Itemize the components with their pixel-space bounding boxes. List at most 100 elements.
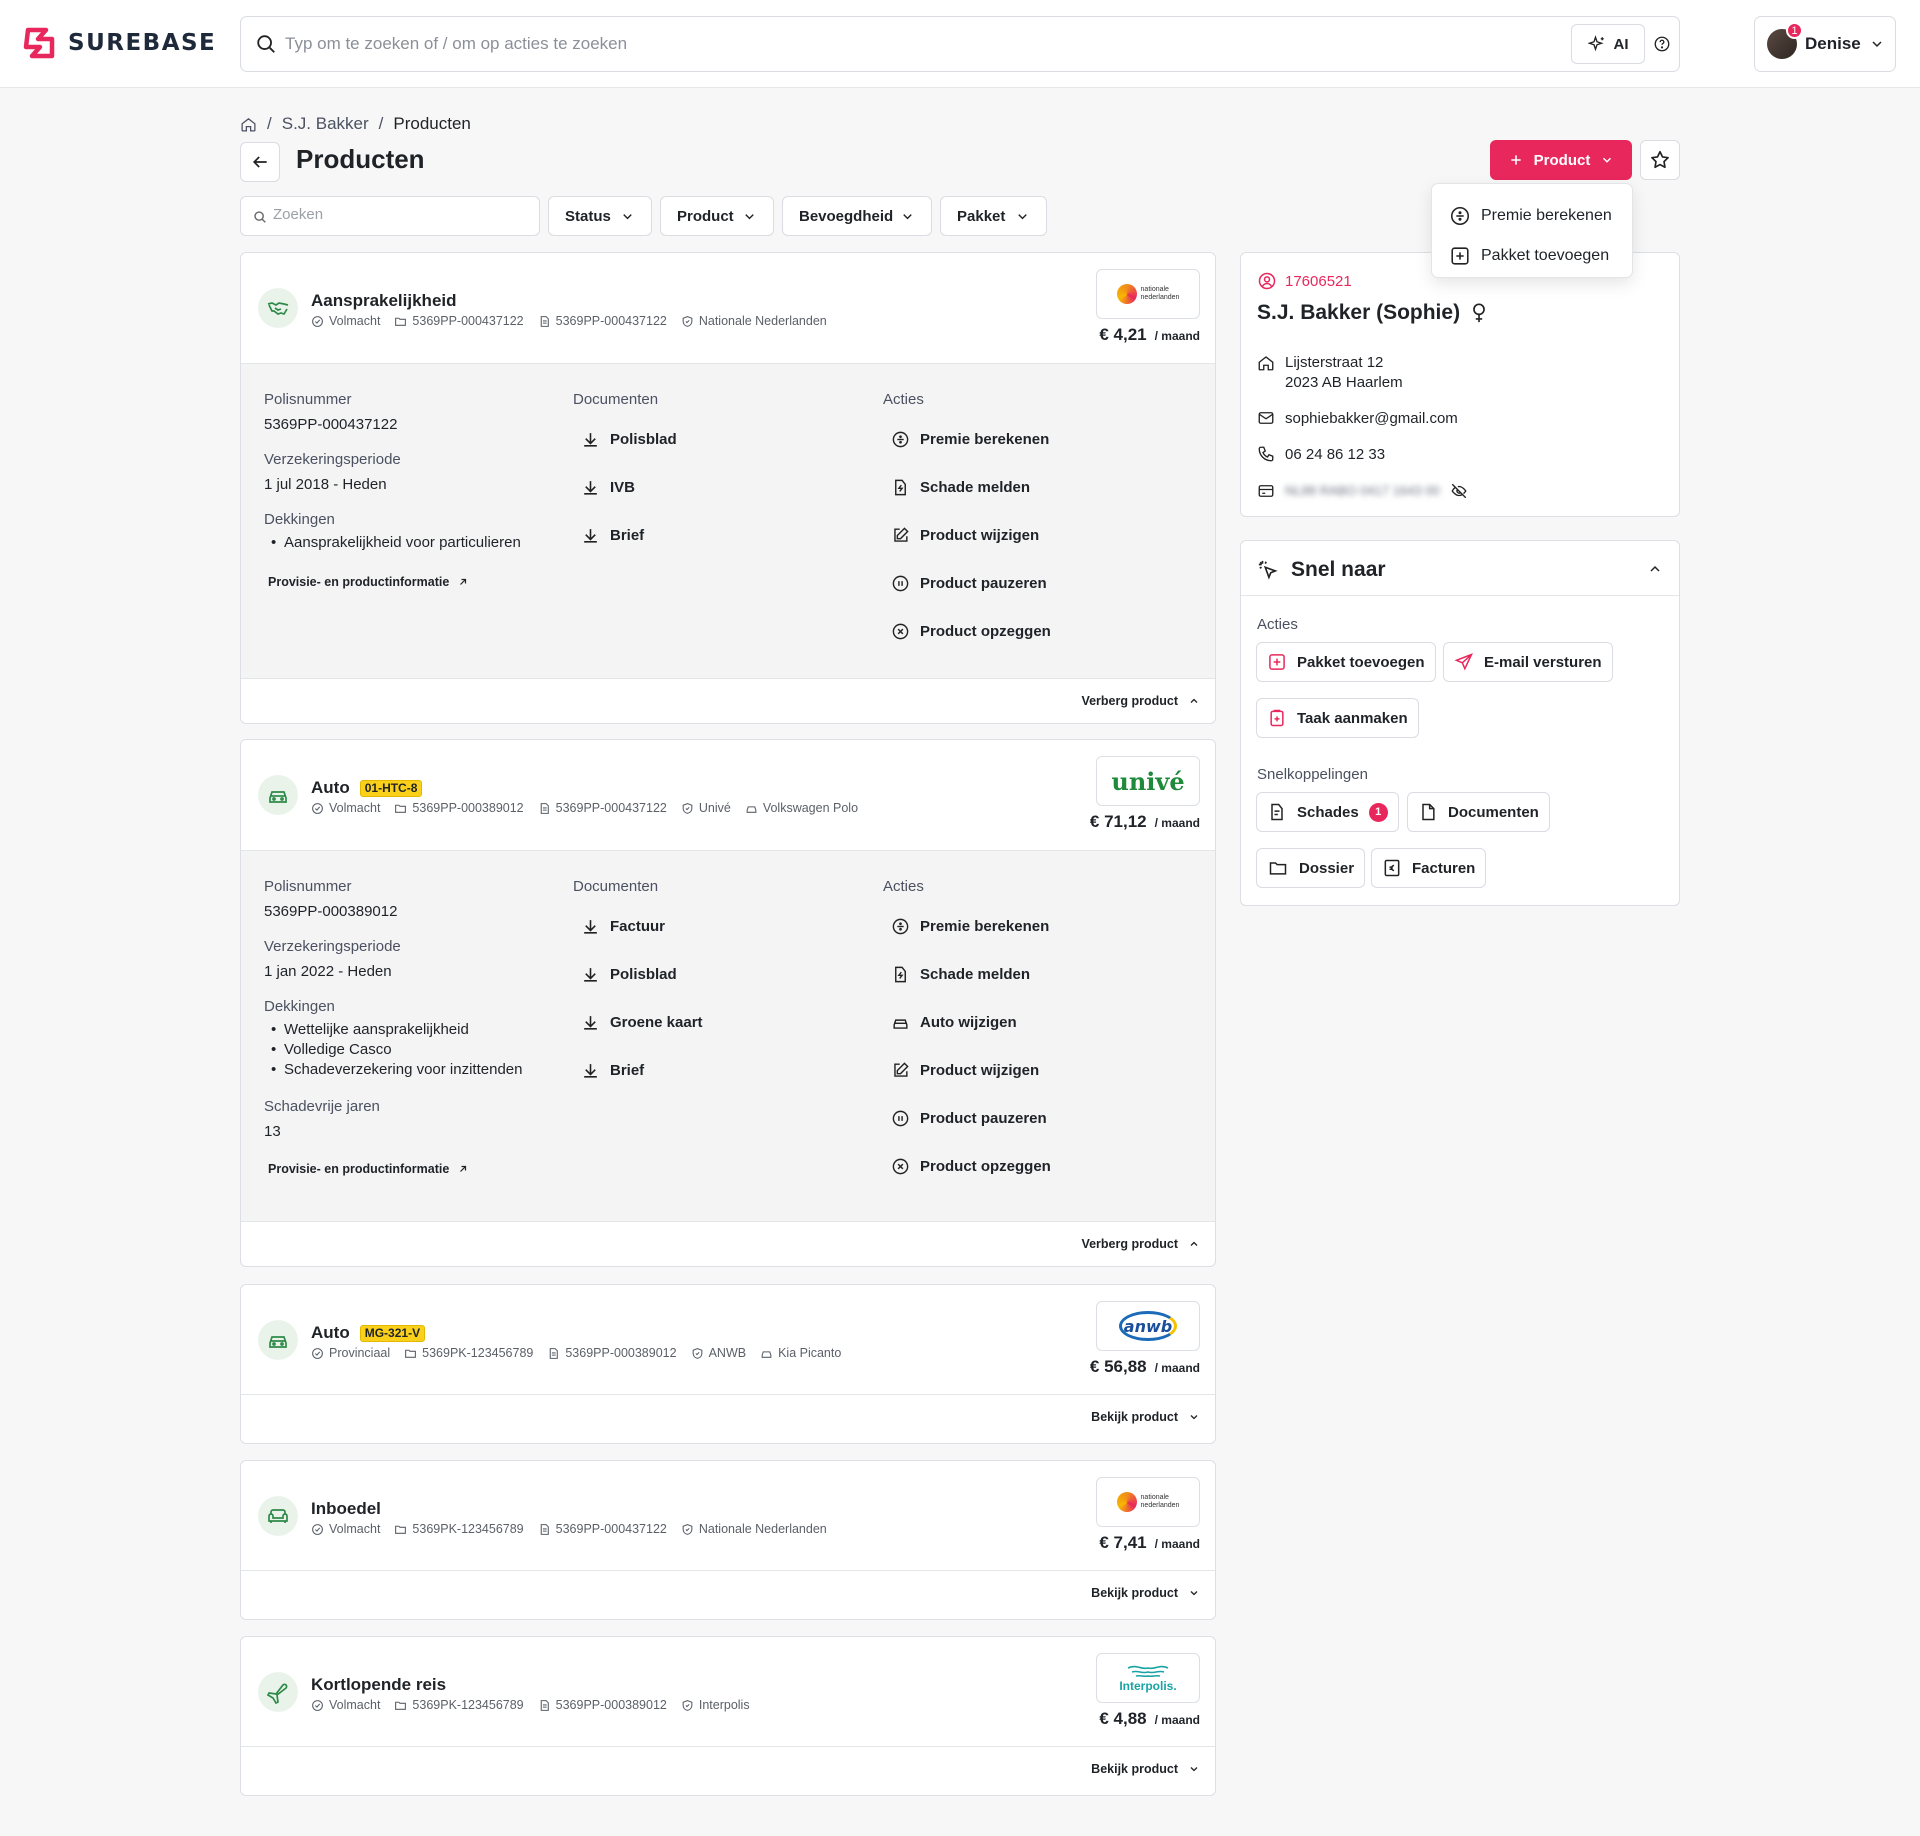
surebase-logo-icon [23,27,55,59]
favorite-button[interactable] [1640,140,1680,180]
ai-label: AI [1613,35,1629,53]
product-meta: Volmacht 5369PK-123456789 5369PP-0003890… [311,1698,750,1712]
chevron-down-icon [1872,41,1882,48]
plus-square-icon [1451,247,1469,265]
arrow-left-icon [252,156,267,168]
action-product-pauzeren[interactable]: Product pauzeren [891,559,1051,607]
insurer-logo-nn: nationale nederlanden [1096,1477,1200,1527]
product-title: Kortlopende reis [311,1675,447,1694]
product-search-input[interactable] [273,206,513,223]
plane-icon [258,1672,298,1712]
plus-square-icon [1269,654,1285,670]
cursor-click-icon [1258,560,1278,580]
quick-email-versturen[interactable]: E-mail versturen [1443,642,1613,682]
action-product-opzeggen[interactable]: Product opzeggen [891,607,1051,655]
ai-button[interactable]: AI [1571,24,1645,64]
folder-icon [395,1525,407,1534]
client-phone[interactable]: 06 24 86 12 33 [1257,445,1385,465]
download-icon [584,1015,597,1030]
hide-product-button[interactable]: Verberg product [1081,694,1200,708]
action-product-opzeggen[interactable]: Product opzeggen [891,1142,1051,1190]
check-circle-icon [312,315,323,327]
quick-taak-aanmaken[interactable]: Taak aanmaken [1256,698,1419,738]
link-documenten[interactable]: Documenten [1407,792,1550,832]
product-title: Auto 01-HTC-8 [311,778,423,798]
provisie-link[interactable]: Provisie- en productinformatie [268,1162,522,1176]
action-auto-wijzigen[interactable]: Auto wijzigen [891,998,1051,1046]
filter-pakket[interactable]: Pakket [940,196,1047,236]
user-menu-button[interactable]: 1 Denise [1754,16,1896,72]
car-icon [258,775,298,815]
chevron-down-icon [1190,1767,1198,1772]
chevron-down-icon [623,213,632,219]
product-card: Inboedel Volmacht 5369PK-123456789 5369P… [240,1460,1216,1620]
interpolis-wings-icon [1127,1665,1169,1678]
pause-circle-icon [892,1110,909,1126]
quick-pakket-toevoegen[interactable]: Pakket toevoegen [1256,642,1436,682]
add-product-button[interactable]: Product [1490,140,1632,180]
view-product-button[interactable]: Bekijk product [1091,1762,1200,1776]
avatar: 1 [1767,22,1803,59]
view-product-button[interactable]: Bekijk product [1091,1586,1200,1600]
eye-off-icon[interactable] [1450,482,1468,500]
provisie-link[interactable]: Provisie- en productinformatie [268,575,521,589]
claim-icon [895,479,906,495]
product-meta: Volmacht 5369PP-000389012 5369PP-0004371… [311,801,858,815]
product-card: Aansprakelijkheid Volmacht 5369PP-000437… [240,252,1216,724]
filter-product[interactable]: Product [660,196,774,236]
client-email[interactable]: sophiebakker@gmail.com [1257,409,1458,429]
action-product-pauzeren[interactable]: Product pauzeren [891,1094,1051,1142]
view-product-button[interactable]: Bekijk product [1091,1410,1200,1424]
search-icon [257,35,275,53]
download-groene-kaart[interactable]: Groene kaart [581,998,703,1046]
link-schades[interactable]: Schades 1 [1256,792,1399,832]
help-icon[interactable] [1653,35,1671,53]
link-dossier[interactable]: Dossier [1256,848,1366,888]
check-circle-icon [312,1347,323,1359]
download-polisblad[interactable]: Polisblad [581,950,703,998]
download-brief[interactable]: Brief [581,1046,703,1094]
filter-status[interactable]: Status [548,196,652,236]
menu-item-premie-berekenen[interactable]: Premie berekenen [1432,196,1632,236]
download-icon [584,1063,597,1078]
menu-item-pakket-toevoegen[interactable]: Pakket toevoegen [1432,236,1632,276]
car-icon [746,805,757,813]
acties-label: Acties [1257,616,1298,633]
action-schade-melden[interactable]: Schade melden [891,463,1051,511]
back-button[interactable] [240,142,280,182]
breadcrumb-current: Producten [393,114,471,133]
download-ivb[interactable]: IVB [581,463,677,511]
download-polisblad[interactable]: Polisblad [581,415,677,463]
female-icon [1473,303,1485,323]
logo[interactable]: SUREBASE [22,26,216,60]
client-address: Lijsterstraat 12 2023 AB Haarlem [1257,353,1403,393]
action-schade-melden[interactable]: Schade melden [891,950,1051,998]
action-product-wijzigen[interactable]: Product wijzigen [891,1046,1051,1094]
link-facturen[interactable]: Facturen [1371,848,1487,888]
action-premie-berekenen[interactable]: Premie berekenen [891,902,1051,950]
chevron-down-icon [1603,157,1612,163]
product-card: Auto MG-321-V Provinciaal 5369PK-12345678… [240,1284,1216,1444]
document-icon [540,1699,549,1711]
add-product-menu: Premie berekenen Pakket toevoegen [1431,183,1633,278]
license-plate: MG-321-V [359,1324,426,1342]
home-icon[interactable] [240,116,257,133]
mail-icon [1258,412,1274,424]
hide-product-button[interactable]: Verberg product [1081,1237,1200,1251]
quick-nav-header[interactable]: Snel naar [1241,541,1679,596]
chevron-down-icon [1018,213,1027,219]
download-factuur[interactable]: Factuur [581,902,703,950]
download-brief[interactable]: Brief [581,511,677,559]
periode-value: 1 jul 2018 - Heden [264,476,387,493]
logo-text: SUREBASE [68,30,217,56]
action-premie-berekenen[interactable]: Premie berekenen [891,415,1051,463]
breadcrumb-client[interactable]: S.J. Bakker [281,114,369,133]
chevron-up-icon [1650,565,1660,572]
filter-bevoegdheid[interactable]: Bevoegdheid [782,196,932,236]
client-id[interactable]: 17606521 [1257,271,1352,291]
product-meta: Volmacht 5369PK-123456789 5369PP-0004371… [311,1522,827,1536]
action-product-wijzigen[interactable]: Product wijzigen [891,511,1051,559]
shield-icon [682,802,693,814]
global-search-input[interactable] [285,29,1285,59]
filter-bar: Status Product Bevoegdheid Pakket [240,196,1047,236]
